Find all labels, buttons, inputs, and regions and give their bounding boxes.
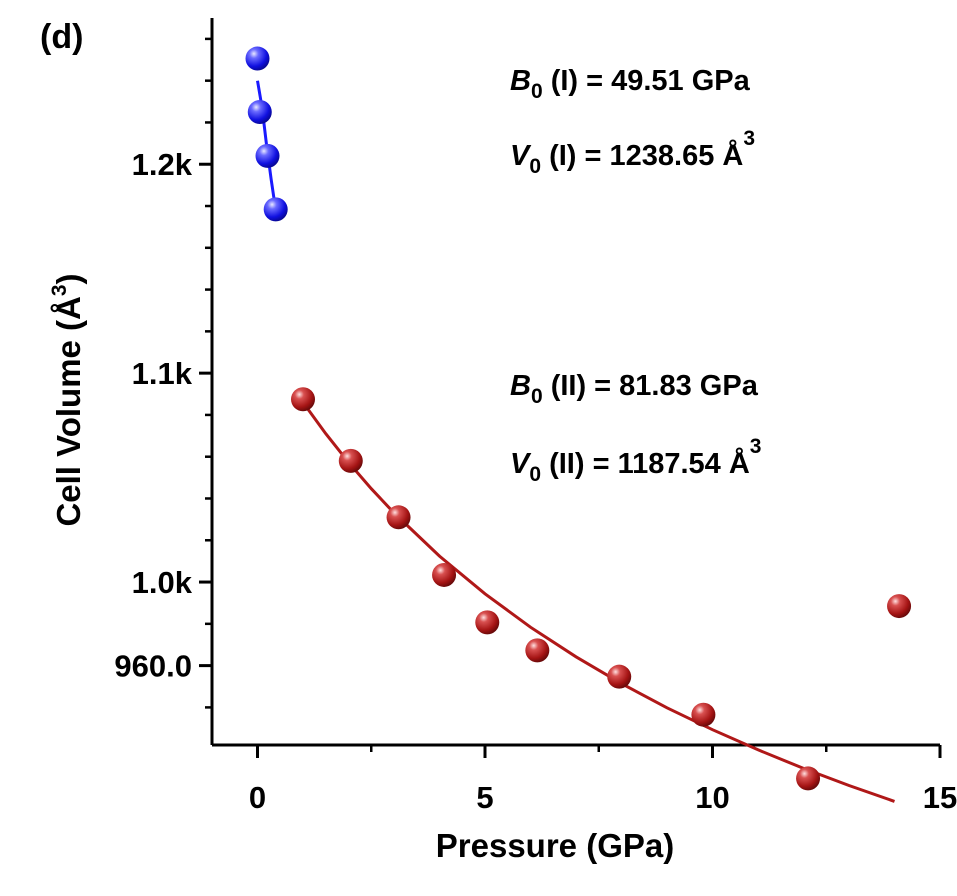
annotation-b0-phase-1-text: (I) = 49.51 GPa <box>543 65 751 97</box>
data-point-series-1 <box>245 46 270 71</box>
data-point-series-2 <box>291 387 315 412</box>
y-axis-title: Cell Volume (Å3) <box>48 273 87 526</box>
x-tick-label: 5 <box>476 780 493 815</box>
data-point-series-1 <box>247 100 272 125</box>
fit-lines <box>256 80 895 803</box>
y-tick-label: 1.0k <box>132 565 193 600</box>
annotation-v0-phase-2-symbol: V <box>510 448 532 480</box>
annotation-b0-phase-1-symbol: B <box>510 65 531 97</box>
annotation-b0-phase-1: B0 (I) = 49.51 GPa <box>510 65 751 103</box>
fit-line-series-2 <box>301 401 895 803</box>
y-axis-title-superscript: 3 <box>48 284 71 296</box>
data-point-series-1 <box>255 143 280 168</box>
x-tick-label: 0 <box>249 780 266 815</box>
annotation-b0-phase-2-symbol: B <box>510 370 531 402</box>
y-tick-label: 1.1k <box>132 356 193 391</box>
y-tick-label: 1.2k <box>132 147 193 182</box>
annotations: B0 (I) = 49.51 GPa V0 (I) = 1238.65 Å3 B… <box>510 65 761 486</box>
data-point-series-1 <box>263 197 288 222</box>
annotation-v0-phase-1-subscript: 0 <box>529 155 541 178</box>
y-tick-label: 960.0 <box>114 649 192 684</box>
annotation-b0-phase-2-subscript: 0 <box>531 385 543 408</box>
data-point-series-2 <box>338 448 363 473</box>
annotation-v0-phase-2: V0 (II) = 1187.54 Å3 <box>510 435 761 486</box>
annotation-v0-phase-1-symbol: V <box>510 140 532 172</box>
data-point-series-2 <box>887 594 912 619</box>
panel-label: (d) <box>40 18 83 56</box>
data-point-series-2 <box>607 664 632 689</box>
y-axis-title-close: ) <box>50 273 87 284</box>
y-axis-title-main: Cell Volume (Å <box>50 296 87 526</box>
annotation-v0-phase-2-superscript: 3 <box>750 435 762 458</box>
annotation-v0-phase-2-text: (II) = 1187.54 Å <box>541 447 750 480</box>
annotation-v0-phase-2-subscript: 0 <box>529 463 541 486</box>
annotation-v0-phase-1-text: (I) = 1238.65 Å <box>541 139 743 172</box>
x-tick-label: 15 <box>923 780 957 815</box>
data-point-series-2 <box>691 702 716 727</box>
data-point-series-2 <box>475 610 500 635</box>
y-ticks: 960.0 1.0k 1.1k 1.2k <box>114 37 212 709</box>
data-points <box>245 46 912 791</box>
annotation-b0-phase-1-subscript: 0 <box>531 80 543 103</box>
x-axis-title: Pressure (GPa) <box>436 827 674 864</box>
x-ticks: 0 5 10 15 <box>249 745 957 815</box>
annotation-b0-phase-2: B0 (II) = 81.83 GPa <box>510 370 759 408</box>
x-tick-label: 10 <box>695 780 729 815</box>
annotation-b0-phase-2-text: (II) = 81.83 GPa <box>543 370 759 402</box>
data-point-series-2 <box>525 638 550 663</box>
data-point-series-2 <box>796 766 821 791</box>
annotation-v0-phase-1: V0 (I) = 1238.65 Å3 <box>510 127 755 178</box>
annotation-v0-phase-1-superscript: 3 <box>743 127 755 150</box>
data-point-series-2 <box>432 562 457 587</box>
data-point-series-2 <box>386 505 411 530</box>
